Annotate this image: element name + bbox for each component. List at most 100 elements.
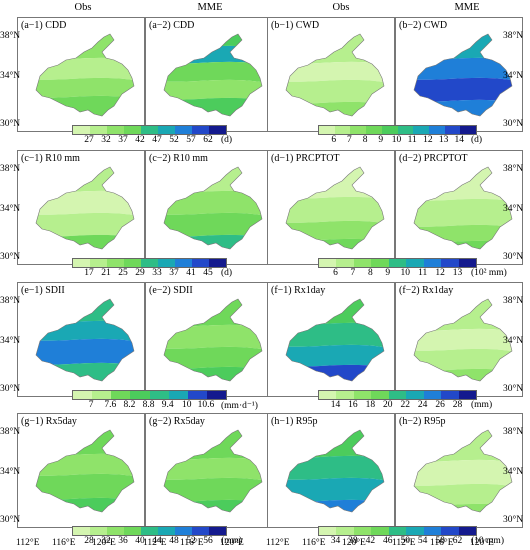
- colorbar-swatch: [353, 259, 372, 267]
- map-panel: (a−1) CDD: [17, 17, 145, 132]
- lon-label: 116°E: [52, 538, 76, 548]
- value-band: [286, 499, 384, 512]
- map-panel: (d−2) PRCPTOT: [395, 150, 523, 265]
- value-band: [36, 57, 134, 82]
- panel-label: (f−2) Rx1day: [399, 285, 454, 296]
- colorbar-swatch: [111, 391, 131, 399]
- colorbar: [318, 526, 477, 536]
- map-panel: (e−1) SDII: [17, 282, 145, 397]
- colorbar-tick: 50: [400, 536, 410, 546]
- value-band: [286, 455, 384, 482]
- map-panel: (g−1) Rx5day: [17, 413, 145, 528]
- map-panel: (c−1) R10 mm: [17, 150, 145, 265]
- colorbar-swatch: [441, 391, 459, 399]
- colorbar-swatch: [458, 259, 476, 267]
- colorbar-swatch: [107, 259, 124, 267]
- colorbar-swatch: [371, 391, 389, 399]
- panel-label: (b−2) CWD: [399, 20, 448, 31]
- panel-label: (g−2) Rx5day: [149, 416, 205, 427]
- value-band: [36, 77, 134, 100]
- panel-label: (a−1) CDD: [21, 20, 67, 31]
- colorbar-tick: 42: [135, 135, 145, 145]
- colorbar-swatch: [107, 527, 124, 535]
- colorbar-swatch: [423, 391, 442, 399]
- colorbar-tick: 7: [88, 400, 94, 410]
- lon-label: 120°E: [342, 538, 366, 548]
- lat-label: 30°N: [0, 252, 21, 262]
- colorbar-tick: 37: [118, 135, 128, 145]
- colorbar-tick: 62: [203, 135, 213, 145]
- panel-label: (h−2) R95p: [399, 416, 446, 427]
- colorbar-swatch: [90, 527, 107, 535]
- colorbar-swatch: [388, 527, 407, 535]
- lat-label: 38°N: [0, 164, 21, 174]
- region-map: [35, 298, 135, 382]
- colorbar-tick: 26: [435, 400, 445, 410]
- colorbar-ticks: 6 7 8 9 10 11 12 13: [318, 268, 475, 280]
- lat-label: 38°N: [503, 31, 524, 41]
- value-band: [164, 346, 262, 371]
- colorbar-tick: 14: [330, 400, 341, 410]
- map-panel: (d−1) PRCPTOT: [267, 150, 395, 265]
- panel-label: (e−2) SDII: [149, 285, 193, 296]
- value-band: [164, 212, 262, 239]
- colorbar: [318, 258, 477, 268]
- region-outline: [35, 166, 135, 250]
- colorbar-swatch: [406, 527, 424, 535]
- region-map: [163, 298, 263, 382]
- colorbar-tick: 8.2: [123, 400, 136, 410]
- map-panel: (e−2) SDII: [145, 282, 273, 397]
- value-band: [414, 198, 512, 229]
- colorbar-unit: (mm): [221, 536, 243, 546]
- colorbar-tick: 52: [169, 135, 179, 145]
- region-outline: [413, 33, 513, 117]
- region-outline: [413, 429, 513, 513]
- lat-label: 30°N: [0, 515, 21, 525]
- lon-label: 120°E: [470, 538, 494, 548]
- colorbar-swatch: [413, 126, 429, 134]
- colorbar-tick: 32: [101, 536, 111, 546]
- lon-label: 116°E: [302, 538, 326, 548]
- colorbar-ticks: 6 7 8 9 10 11 12 13 14: [318, 135, 475, 147]
- lat-label: 30°N: [0, 119, 21, 129]
- colorbar-tick: 45: [203, 268, 213, 278]
- colorbar-tick: 41: [186, 268, 196, 278]
- value-band: [164, 190, 262, 217]
- colorbar-swatch: [124, 527, 141, 535]
- colorbar-swatch: [209, 126, 226, 134]
- colorbar-swatch: [175, 259, 192, 267]
- map-panel: (a−2) CDD: [145, 17, 273, 132]
- colorbar-swatch: [336, 527, 354, 535]
- colorbar-unit: (mm·d⁻¹): [221, 401, 258, 411]
- colorbar-tick: 8: [362, 135, 368, 145]
- lat-label: 34°N: [0, 204, 21, 214]
- colorbar-unit: (10 mm): [471, 536, 504, 546]
- colorbar-tick: 13: [438, 135, 449, 145]
- colorbar-tick: 11: [418, 268, 428, 278]
- region-map: [163, 429, 263, 513]
- colorbar-swatch: [187, 391, 207, 399]
- colorbar-swatch: [381, 126, 398, 134]
- colorbar-swatch: [423, 259, 442, 267]
- colorbar-swatch: [206, 391, 226, 399]
- colorbar: [318, 125, 477, 135]
- colorbar-swatch: [336, 259, 354, 267]
- lat-label: 34°N: [503, 204, 524, 214]
- colorbar-swatch: [319, 391, 337, 399]
- colorbar-tick: 54: [417, 536, 428, 546]
- colorbar-tick: 33: [152, 268, 162, 278]
- value-band: [164, 324, 262, 351]
- colorbar-swatch: [141, 259, 158, 267]
- region-map: [35, 429, 135, 513]
- colorbar-swatch: [366, 126, 382, 134]
- value-band: [36, 190, 134, 217]
- region-map: [285, 166, 385, 250]
- colorbar-tick: 56: [203, 536, 213, 546]
- region-outline: [163, 166, 263, 250]
- colorbar-tick: 29: [135, 268, 145, 278]
- colorbar-swatch: [73, 527, 90, 535]
- value-band: [36, 497, 134, 512]
- region-outline: [413, 298, 513, 382]
- panel-label: (b−1) CWD: [271, 20, 320, 31]
- lat-label: 34°N: [0, 71, 21, 81]
